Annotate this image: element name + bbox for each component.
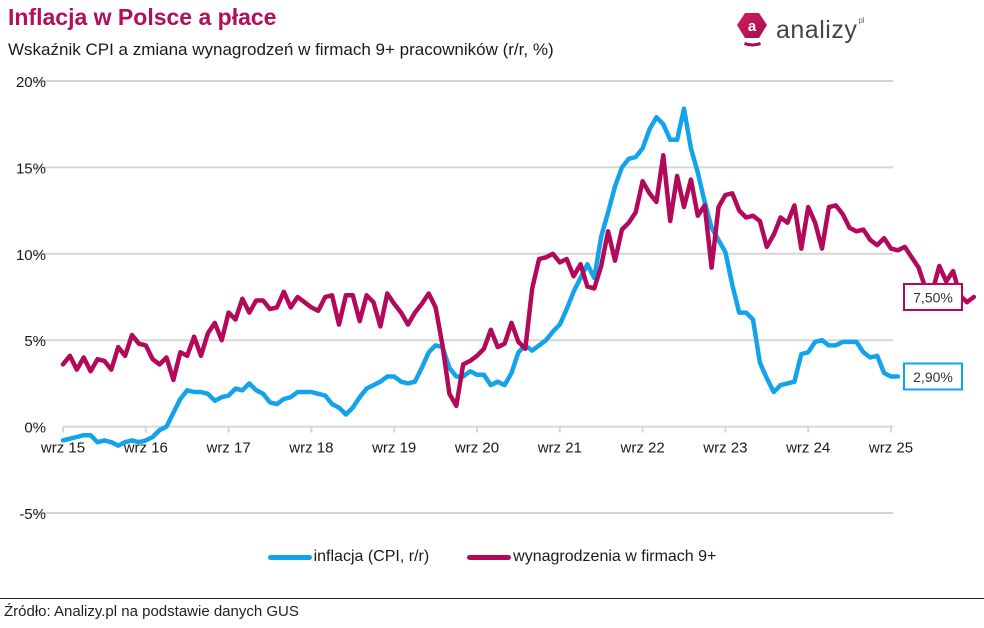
wages-line-end-label: 7,50% [913,290,953,306]
x-tick-label: wrz 23 [702,440,747,457]
wages-line [60,153,977,409]
legend-item-wages: wynagrodzenia w firmach 9+ [467,548,716,566]
legend-item-inflation: inflacja (CPI, r/r) [267,548,430,566]
wages-line-end-label-box [903,283,963,311]
y-tick-label: 5% [24,333,46,350]
x-tick-label: wrz 15 [40,440,85,457]
analizy-logo: a analizy pl [736,12,865,48]
source-note: Źródło: Analizy.pl na podstawie danych G… [4,603,299,620]
logo-suffix: pl [858,15,865,25]
x-tick-label: wrz 16 [123,440,168,457]
inflation-line [60,106,901,448]
y-tick-label: 10% [16,247,46,264]
x-tick-label: wrz 20 [454,440,499,457]
inflation-line-end-label-box [903,362,963,391]
logo-wordmark: analizy [776,15,858,44]
x-tick-label: wrz 24 [785,440,830,457]
y-tick-label: 15% [16,160,46,177]
legend-swatch-wages [467,554,512,560]
inflation-line-end-label: 2,90% [913,369,953,385]
y-tick-label: -5% [19,506,46,523]
chart-legend: inflacja (CPI, r/r) wynagrodzenia w firm… [0,548,984,566]
legend-swatch-inflation [267,554,312,560]
x-tick-label: wrz 17 [206,440,251,457]
x-tick-label: wrz 22 [620,440,665,457]
svg-text:a: a [748,18,757,35]
chart-subtitle: Wskaźnik CPI a zmiana wynagrodzeń w firm… [8,40,554,59]
analizy-logo-icon: a [737,13,767,47]
legend-label-wages: wynagrodzenia w firmach 9+ [513,548,717,565]
x-tick-label: wrz 25 [868,440,913,457]
legend-label-inflation: inflacja (CPI, r/r) [313,548,430,565]
x-tick-label: wrz 19 [371,440,416,457]
source-divider [0,598,984,599]
line-chart: -5% 0% 5% 10% 15% 20% wrz 15 wrz 16 wrz 17 wrz 1… [16,74,977,523]
x-tick-label: wrz 18 [288,440,333,457]
x-tick-label: wrz 21 [537,440,582,457]
y-tick-label: 20% [16,74,46,91]
chart-title: Inflacja w Polsce a płace [8,4,277,30]
y-tick-label: 0% [24,420,46,437]
